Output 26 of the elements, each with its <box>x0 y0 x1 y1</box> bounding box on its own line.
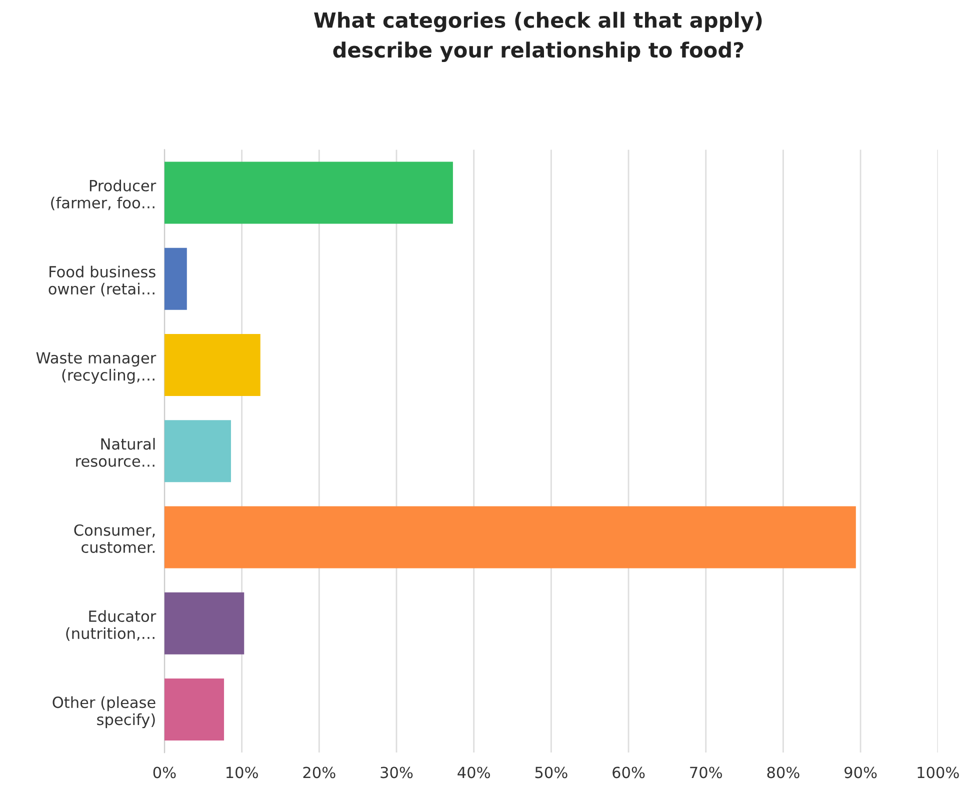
x-tick-label: 40% <box>458 766 490 778</box>
bar <box>164 592 244 654</box>
x-tick-label: 90% <box>844 766 877 778</box>
y-tick-label: Natural resource… <box>76 438 155 467</box>
bar <box>164 248 187 310</box>
bar <box>164 334 260 396</box>
x-tick-label: 0% <box>153 766 176 778</box>
bar <box>164 678 224 740</box>
chart-title: What categories (check all that apply) describe your relationship to food? <box>314 12 762 62</box>
y-tick-label: Consumer, customer. <box>74 524 155 553</box>
x-tick-label: 100% <box>918 766 959 778</box>
y-tick-label: Educator (nutrition,… <box>66 610 156 641</box>
x-tick-label: 20% <box>303 766 336 778</box>
x-tick-label: 10% <box>226 766 258 778</box>
x-tick-label: 30% <box>380 766 413 778</box>
y-tick-label: Producer (farmer, foo… <box>51 180 156 210</box>
x-tick-label: 80% <box>767 766 800 778</box>
bar <box>164 420 231 482</box>
x-tick-label: 70% <box>690 766 722 778</box>
bar <box>164 162 453 224</box>
bar <box>164 506 856 568</box>
y-tick-label: Other (please specify) <box>52 696 156 728</box>
y-tick-label: Waste manager (recycling,… <box>36 352 156 384</box>
x-tick-label: 50% <box>535 766 568 778</box>
x-tick-label: 60% <box>612 766 645 778</box>
y-tick-label: Food business owner (retai… <box>48 266 156 296</box>
